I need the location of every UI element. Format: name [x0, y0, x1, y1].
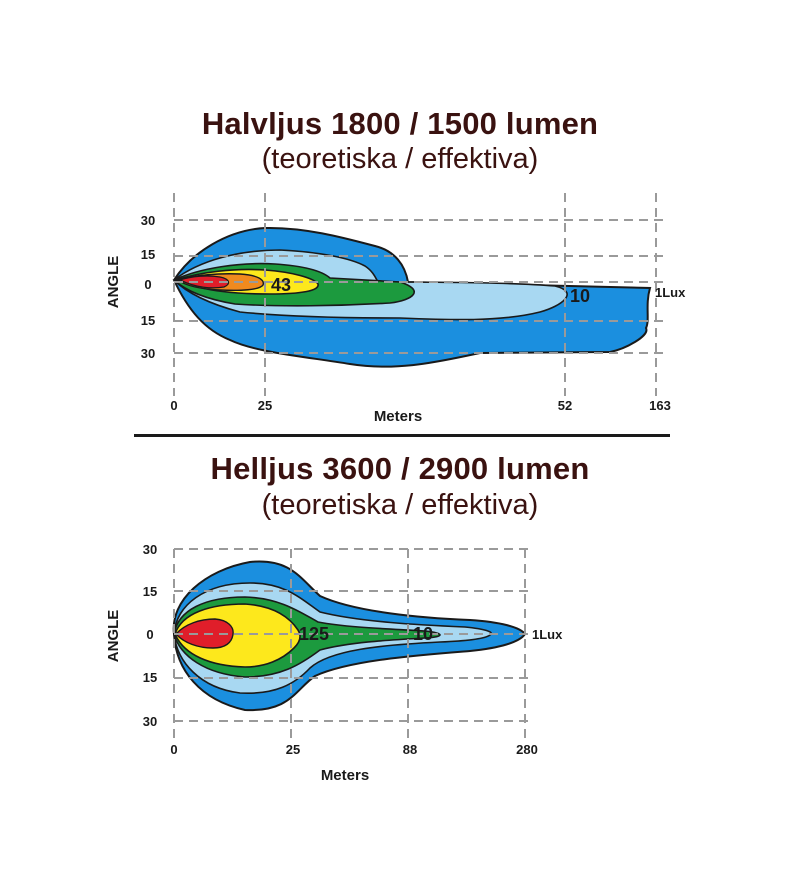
chart-1-y-tick: 30: [141, 213, 155, 228]
section-divider: [134, 434, 670, 437]
chart-1-grid: [173, 193, 668, 396]
chart-1-y-tick: 15: [141, 247, 155, 262]
chart-1-x-tick: 25: [258, 398, 272, 413]
chart-2-x-tick: 88: [403, 742, 417, 757]
chart-1-x-axis-label: Meters: [374, 408, 422, 425]
chart-2-level-label-1lux: 1Lux: [532, 627, 563, 642]
chart-2-y-tick: 0: [146, 627, 153, 642]
chart-1-level-label-43: 43: [271, 275, 291, 295]
chart-2-title: Helljus 3600 / 2900 lumen: [210, 451, 590, 486]
chart-2-y-tick: 15: [143, 670, 157, 685]
chart-2-x-tick: 25: [286, 742, 300, 757]
chart-1-level-label-10: 10: [570, 286, 590, 306]
chart-1-y-axis-label: ANGLE: [105, 256, 122, 309]
chart-1-x-tick: 163: [649, 398, 671, 413]
chart-1-y-tick: 30: [141, 346, 155, 361]
chart-1-x-tick: 52: [558, 398, 572, 413]
chart-2-grid: [173, 548, 530, 738]
chart-2-subtitle: (teoretiska / effektiva): [261, 489, 539, 521]
chart-2-level-label-125: 125: [299, 624, 329, 644]
chart-2-level-label-10: 10: [413, 624, 433, 644]
chart-2-y-tick: 30: [143, 542, 157, 557]
chart-1-level-label-1lux: 1Lux: [655, 285, 686, 300]
chart-1: 43 10 1Lux 30 15 0 15 30 0 25 52 163 Met…: [105, 193, 686, 425]
chart-2-y-tick: 15: [143, 584, 157, 599]
chart-2-y-tick: 30: [143, 714, 157, 729]
chart-2-x-axis-label: Meters: [321, 767, 369, 784]
chart-2-y-axis-label: ANGLE: [105, 610, 122, 663]
chart-1-subtitle: (teoretiska / effektiva): [261, 143, 539, 175]
chart-1-y-tick: 15: [141, 313, 155, 328]
chart-2-x-tick: 280: [516, 742, 538, 757]
chart-1-x-tick: 0: [170, 398, 177, 413]
chart-1-title: Halvljus 1800 / 1500 lumen: [201, 106, 599, 141]
chart-2-x-tick: 0: [170, 742, 177, 757]
chart-2: 125 10 1Lux 30 15 0 15 30 0 25 88 280 Me…: [105, 542, 563, 784]
chart-1-y-tick: 0: [144, 277, 151, 292]
